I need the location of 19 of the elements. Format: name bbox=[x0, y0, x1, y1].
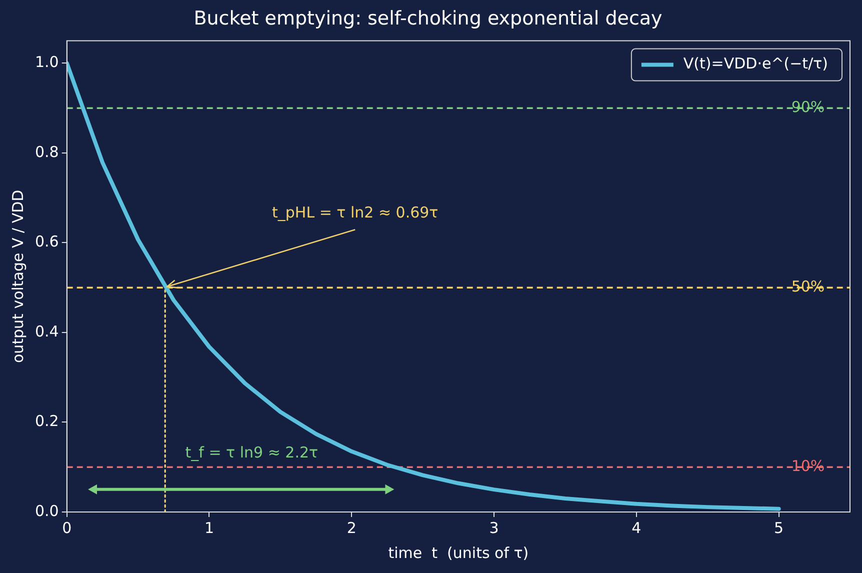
ref-line-label: 10% bbox=[791, 457, 825, 476]
y-tick-label: 0.2 bbox=[34, 412, 59, 430]
y-tick-label: 0.0 bbox=[34, 502, 59, 520]
legend-label: V(t)=VDD·e^(−t/τ) bbox=[683, 54, 828, 73]
y-tick-label: 0.4 bbox=[34, 322, 59, 340]
x-axis-title: time t (units of τ) bbox=[388, 544, 529, 562]
x-tick-label: 0 bbox=[62, 518, 72, 537]
x-tick-label: 3 bbox=[489, 518, 499, 537]
x-tick-label: 2 bbox=[346, 518, 356, 537]
y-axis-title: output voltage V / VDD bbox=[8, 190, 27, 364]
annotation: t_pHL = τ ln2 ≈ 0.69τ bbox=[272, 204, 438, 222]
x-tick-label: 4 bbox=[632, 518, 642, 537]
x-tick-label: 5 bbox=[774, 518, 784, 537]
annotation: t_f = τ ln9 ≈ 2.2τ bbox=[185, 443, 318, 462]
x-tick-label: 1 bbox=[204, 518, 214, 537]
y-tick-label: 0.8 bbox=[34, 142, 59, 161]
chart-title: Bucket emptying: self-choking exponential decay bbox=[194, 7, 662, 30]
y-tick-label: 0.6 bbox=[34, 232, 59, 251]
y-tick-label: 1.0 bbox=[34, 53, 59, 72]
